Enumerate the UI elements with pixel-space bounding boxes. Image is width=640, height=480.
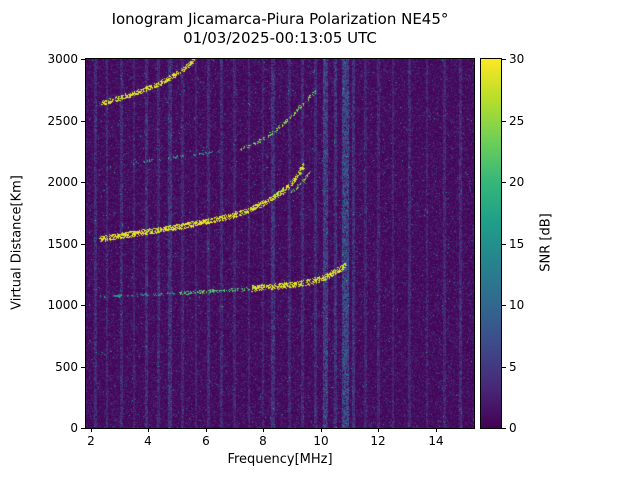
x-tick-mark: [321, 428, 322, 432]
y-axis-label: Virtual Distance[Km]: [9, 175, 25, 310]
y-tick-label: 500: [55, 360, 78, 374]
x-tick-label: 12: [370, 434, 386, 448]
colorbar-tick-label: 30: [509, 52, 525, 66]
x-tick-label: 4: [144, 434, 152, 448]
x-axis-label: Frequency[MHz]: [227, 452, 333, 467]
colorbar-tick-mark: [502, 367, 506, 368]
colorbar-tick-label: 5: [509, 360, 517, 374]
chart-title: Ionogram Jicamarca-Piura Polarization NE…: [86, 10, 474, 48]
y-tick-label: 0: [70, 421, 78, 435]
colorbar: [480, 58, 502, 429]
chart-title-line2: 01/03/2025-00:13:05 UTC: [183, 29, 377, 47]
colorbar-tick-mark: [502, 182, 506, 183]
y-tick-label: 1500: [47, 237, 78, 251]
y-tick-mark: [81, 428, 85, 429]
chart-title-line1: Ionogram Jicamarca-Piura Polarization NE…: [111, 10, 449, 28]
y-tick-label: 2000: [47, 175, 78, 189]
x-tick-mark: [436, 428, 437, 432]
y-tick-mark: [81, 182, 85, 183]
y-tick-mark: [81, 121, 85, 122]
x-tick-label: 2: [87, 434, 95, 448]
y-tick-label: 2500: [47, 114, 78, 128]
colorbar-tick-label: 25: [509, 114, 525, 128]
x-tick-label: 14: [428, 434, 444, 448]
colorbar-tick-label: 20: [509, 175, 525, 189]
y-tick-mark: [81, 367, 85, 368]
x-tick-label: 8: [259, 434, 267, 448]
x-tick-label: 10: [313, 434, 329, 448]
x-tick-mark: [148, 428, 149, 432]
y-tick-label: 3000: [47, 52, 78, 66]
snr-heatmap: [86, 59, 474, 428]
y-tick-mark: [81, 305, 85, 306]
colorbar-tick-label: 15: [509, 237, 525, 251]
y-tick-mark: [81, 59, 85, 60]
colorbar-tick-label: 10: [509, 298, 525, 312]
x-tick-mark: [263, 428, 264, 432]
colorbar-tick-mark: [502, 59, 506, 60]
colorbar-tick-mark: [502, 428, 506, 429]
colorbar-tick-mark: [502, 305, 506, 306]
x-tick-mark: [91, 428, 92, 432]
colorbar-tick-mark: [502, 244, 506, 245]
x-tick-mark: [206, 428, 207, 432]
x-tick-mark: [378, 428, 379, 432]
y-tick-mark: [81, 244, 85, 245]
colorbar-tick-label: 0: [509, 421, 517, 435]
colorbar-tick-mark: [502, 121, 506, 122]
colorbar-label: SNR [dB]: [538, 213, 554, 272]
x-tick-label: 6: [202, 434, 210, 448]
y-tick-label: 1000: [47, 298, 78, 312]
